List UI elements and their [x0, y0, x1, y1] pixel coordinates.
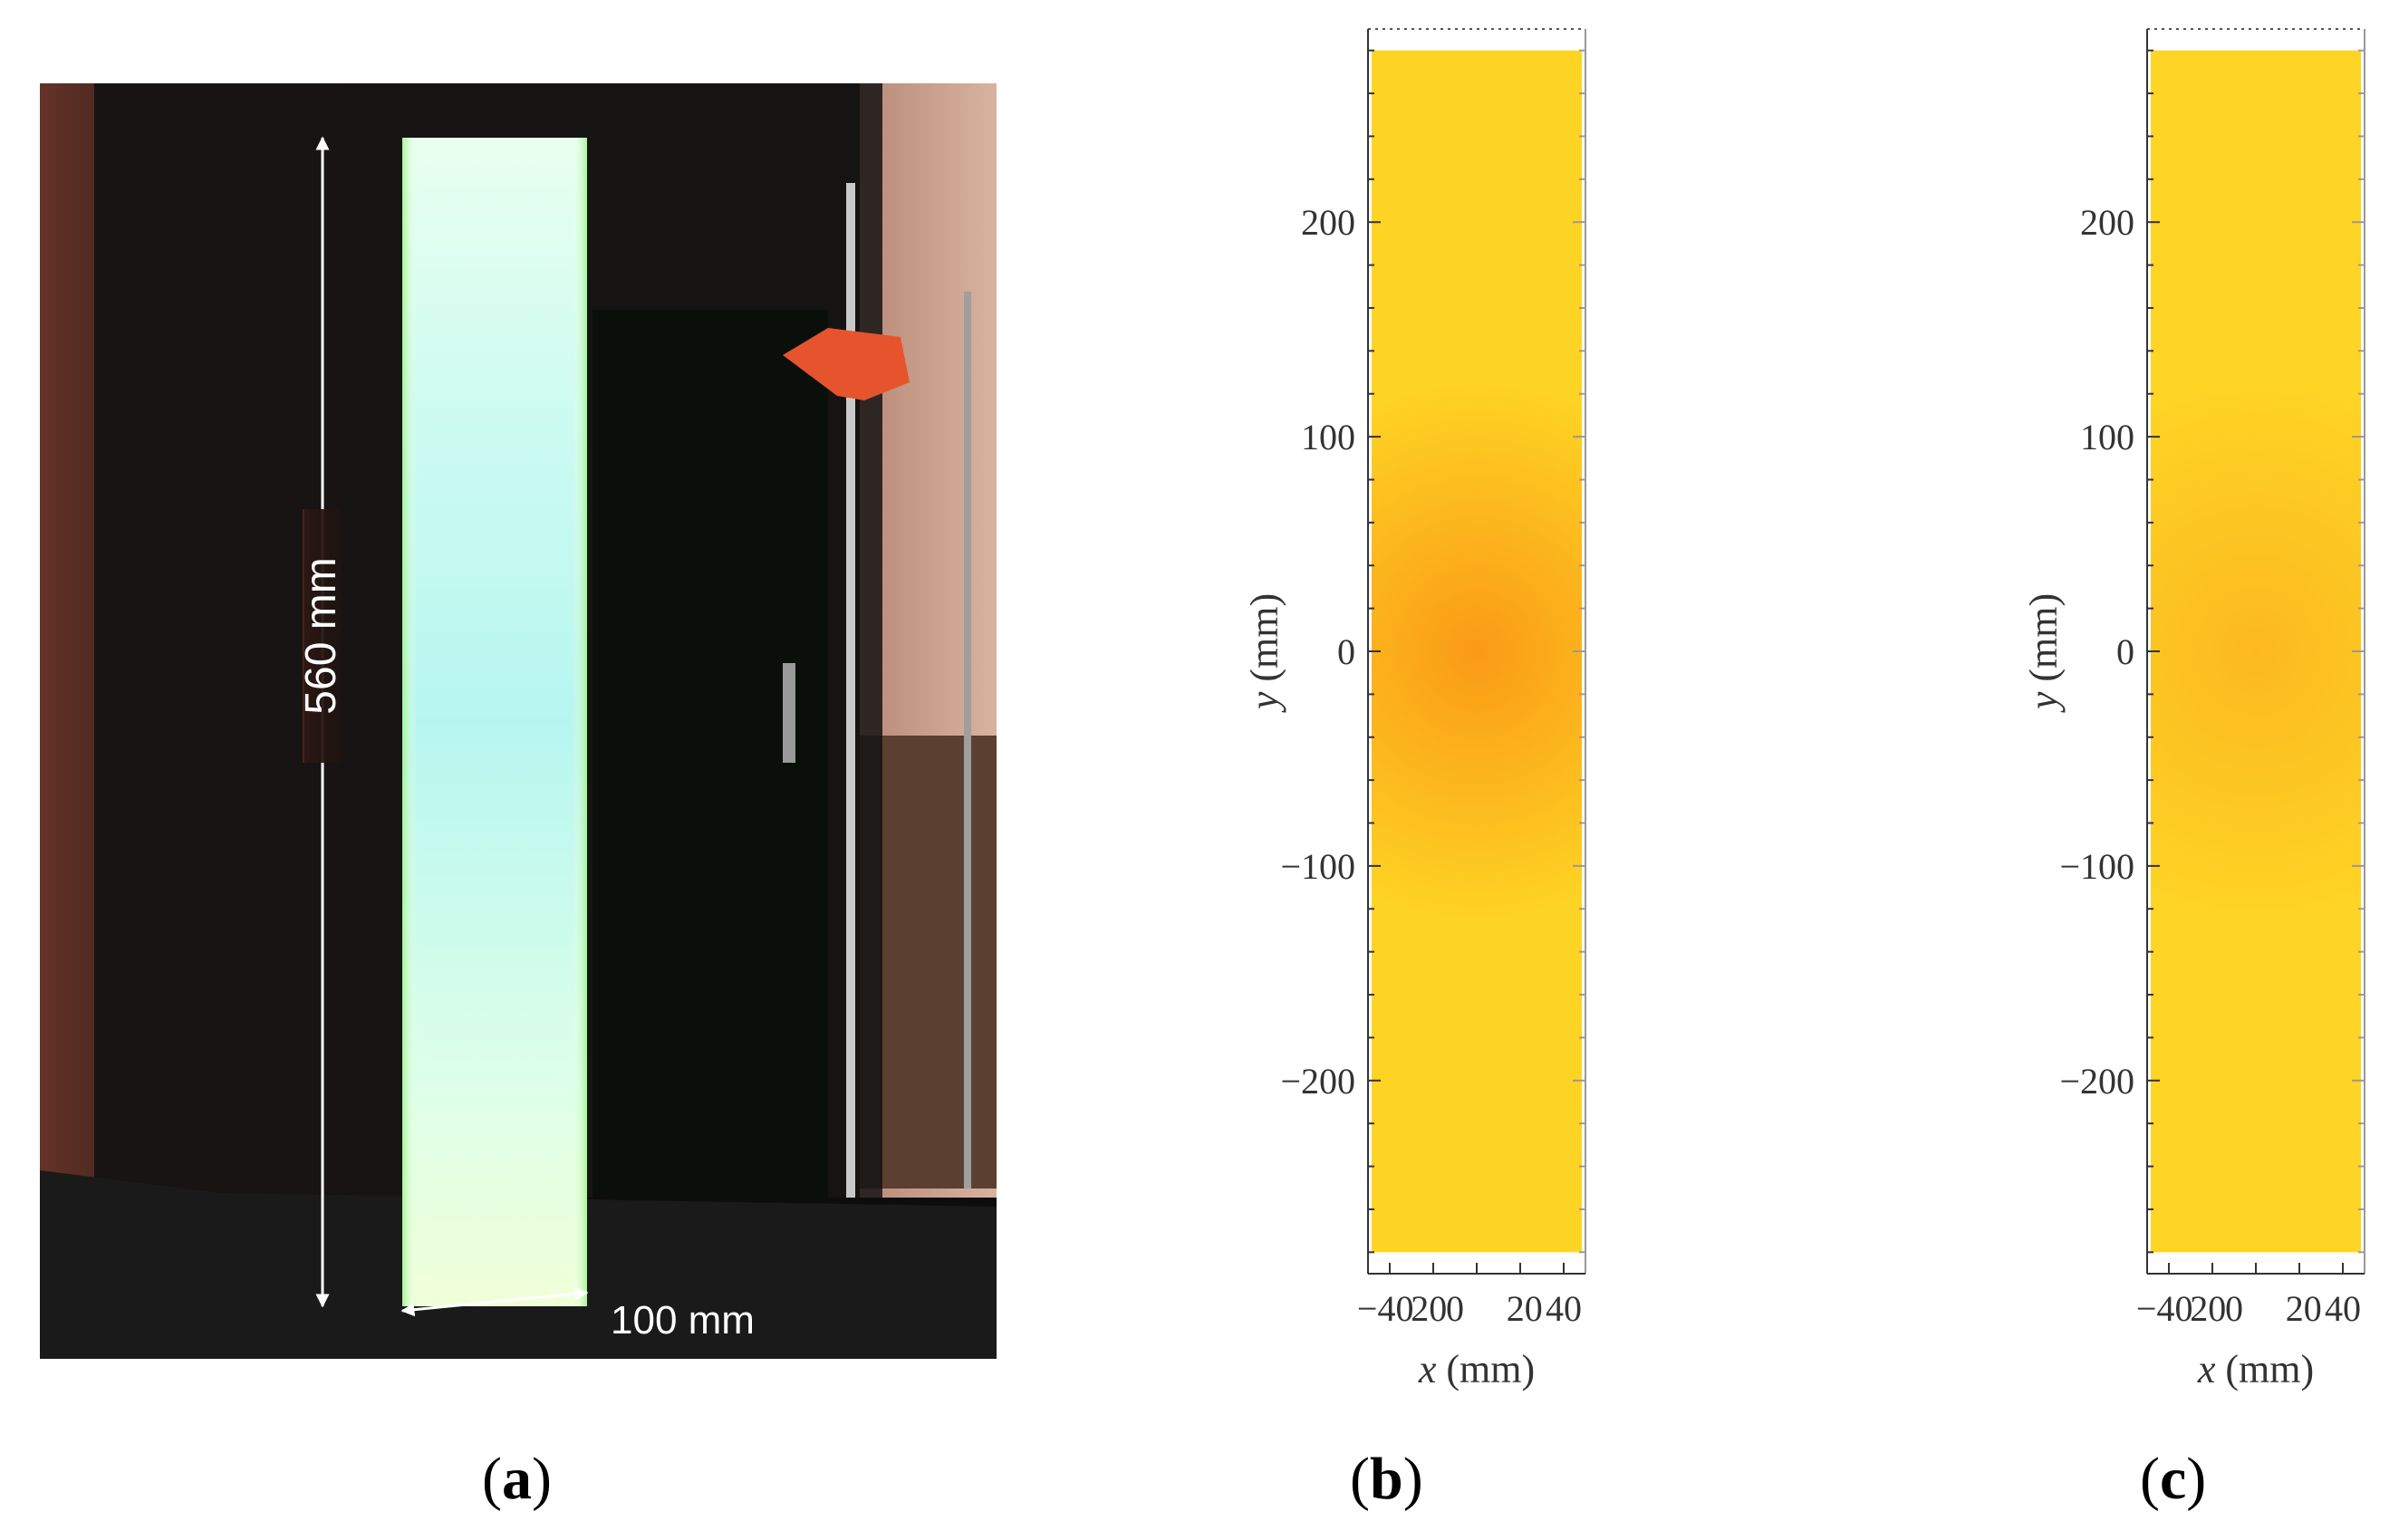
y-tick-label: −100: [1280, 846, 1355, 887]
x-tick-label: 20: [1411, 1288, 1447, 1329]
panel-caption-b: (b): [1350, 1446, 1423, 1512]
y-tick-label: 0: [1337, 631, 1355, 672]
photo-panel-a: 560 mm 100 mm: [40, 83, 997, 1359]
x-axis-label: x (mm): [2197, 1347, 2314, 1391]
y-tick-label: 100: [1301, 417, 1355, 457]
x-tick-label: 20: [2286, 1288, 2322, 1329]
y-tick-label: −200: [2059, 1061, 2134, 1102]
x-tick-label: 40: [1546, 1288, 1582, 1329]
x-tick-label: 40: [2325, 1288, 2361, 1329]
heatmap-field: [2151, 50, 2361, 1253]
y-tick-label: 100: [2080, 417, 2134, 457]
panel-caption-a: (a): [482, 1446, 552, 1512]
y-tick-label: 200: [2080, 202, 2134, 243]
x-tick-label: 20: [1507, 1288, 1543, 1329]
y-axis-label: y (mm): [2029, 593, 2066, 713]
panel-caption-c: (c): [2140, 1446, 2207, 1512]
x-tick-label: 0: [2225, 1288, 2243, 1329]
y-tick-label: 0: [2116, 631, 2134, 672]
height-annotation: 560 mm: [297, 557, 345, 714]
heatmap-field: [1372, 50, 1582, 1253]
x-tick-label: 20: [2190, 1288, 2226, 1329]
x-tick-label: −40: [2136, 1288, 2193, 1329]
y-tick-label: −200: [1280, 1061, 1355, 1102]
y-tick-label: 200: [1301, 202, 1355, 243]
y-axis-label: y (mm): [1250, 593, 1286, 713]
y-tick-label: −100: [2059, 846, 2134, 887]
width-annotation: 100 mm: [611, 1298, 755, 1343]
x-tick-label: −40: [1357, 1288, 1414, 1329]
x-axis-label: x (mm): [1418, 1347, 1535, 1391]
x-tick-label: 0: [1446, 1288, 1464, 1329]
